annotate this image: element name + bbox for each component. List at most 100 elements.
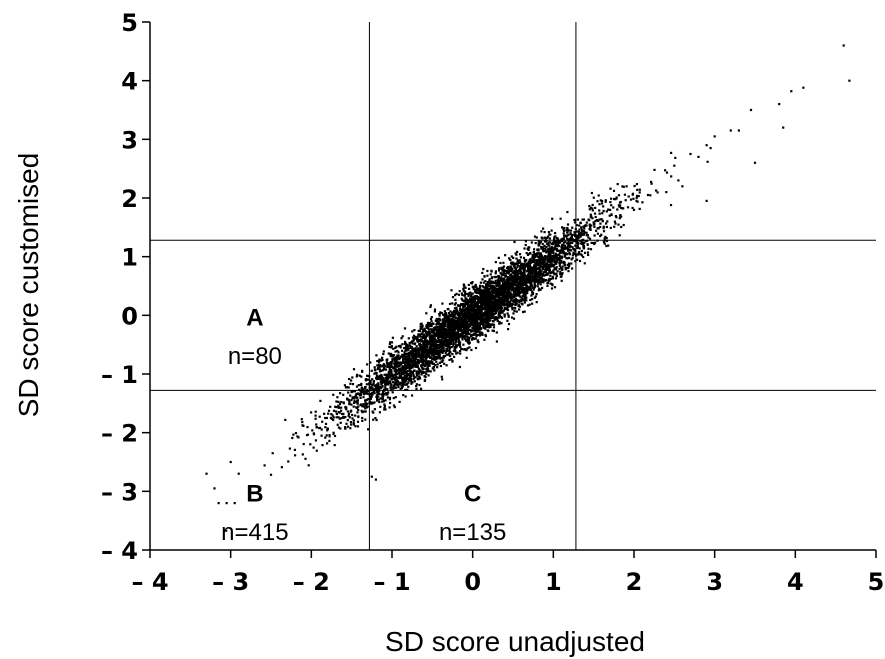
data-point [524,296,527,299]
data-point [499,304,502,307]
data-point [328,435,331,438]
data-point [409,379,412,382]
data-point [478,298,481,302]
data-point [549,248,552,252]
data-point [486,323,490,326]
data-point [560,248,563,251]
data-point [335,406,338,409]
data-point [469,305,472,308]
data-point [511,263,514,266]
data-point [332,431,335,434]
data-point [585,231,588,234]
data-point [337,404,340,407]
data-point [518,305,522,308]
data-point [541,243,544,246]
data-point [321,444,324,447]
data-point [477,315,480,318]
data-point [399,356,402,360]
data-point [410,355,413,358]
data-point [417,333,420,336]
data-point [409,370,412,373]
data-point [456,304,460,307]
data-point [471,307,474,310]
data-point [411,394,414,397]
data-point [514,268,517,271]
data-point [407,359,410,362]
data-point [457,333,460,336]
data-point [389,401,392,405]
data-point [553,286,557,289]
data-point [573,231,576,234]
data-point [393,365,396,368]
data-point [385,361,388,364]
data-point [432,362,435,365]
data-point [500,315,503,318]
data-point [582,229,586,233]
data-point [378,370,382,373]
data-point [457,332,460,335]
data-point [562,262,565,265]
data-point [442,313,445,316]
data-point [543,247,546,250]
data-point [457,320,460,323]
data-point [481,296,484,299]
data-point [460,297,463,300]
data-point [422,342,425,345]
data-point [460,318,464,321]
data-point [389,353,392,356]
data-point [497,276,500,279]
data-point [357,415,360,419]
data-point [516,280,519,283]
data-point [320,428,323,431]
data-point [420,364,423,367]
data-point [574,250,577,253]
data-point [392,397,395,400]
data-point [441,351,444,355]
data-point [450,289,453,292]
data-point [325,434,328,437]
data-point [352,423,355,426]
data-point [596,232,599,235]
data-point [602,209,605,213]
data-point [495,284,498,288]
data-point [549,241,552,244]
data-point [506,288,509,291]
data-point [420,360,423,363]
data-point [638,191,641,194]
data-point [361,369,364,372]
data-point [497,291,500,294]
data-point [471,333,474,336]
data-point [314,414,317,417]
data-point [578,228,581,231]
data-point [385,365,388,368]
data-point [378,411,381,414]
data-point [389,366,392,369]
data-point [453,307,457,310]
data-point [462,309,465,312]
data-point [367,398,370,401]
data-point [451,359,454,363]
data-point [508,267,511,270]
data-point [441,331,444,334]
data-point [315,423,318,426]
data-point [387,373,390,376]
data-point [533,271,536,274]
data-point [533,282,536,286]
data-point [475,301,478,304]
data-point [403,369,406,372]
data-point [359,396,362,399]
data-point [369,393,372,396]
data-point [554,245,557,248]
data-point [482,325,485,328]
data-point [460,321,464,324]
data-point [379,405,382,408]
data-point [434,342,437,345]
data-point [423,346,426,349]
data-point [599,235,602,238]
data-point [550,260,553,263]
data-point [350,399,353,402]
data-point [573,253,576,256]
data-point [546,282,549,285]
data-point [403,370,406,374]
data-point [452,344,455,347]
